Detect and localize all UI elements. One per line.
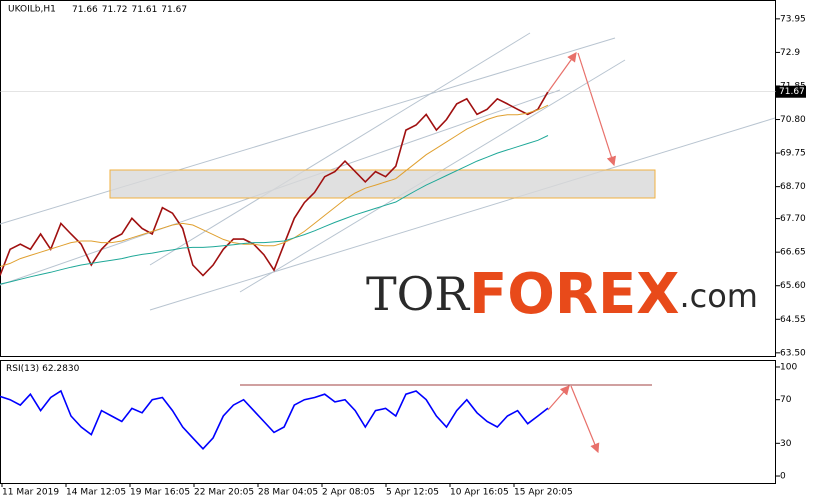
x-tick-label: 15 Apr 20:05 <box>514 488 573 498</box>
y-tick-label: 63.50 <box>780 348 806 358</box>
ohlc-value: 71.66 <box>72 5 98 15</box>
y-tick-label: 72.9 <box>780 48 800 58</box>
watermark-part: .com <box>679 277 758 315</box>
x-tick-label: 2 Apr 08:05 <box>322 488 375 498</box>
watermark: TORFOREX.com <box>366 262 758 327</box>
ohlc-value: 71.72 <box>102 5 128 15</box>
ohlc: 71.66 71.72 71.61 71.67 <box>72 5 187 15</box>
x-tick-label: 19 Mar 16:05 <box>130 488 190 498</box>
y-tick-label: 30 <box>780 439 792 449</box>
x-tick-label: 11 Mar 2019 <box>2 488 59 498</box>
y-tick-label: 68.70 <box>780 182 806 192</box>
series-line <box>0 389 549 450</box>
x-tick-label: 28 Mar 04:05 <box>258 488 318 498</box>
x-tick-label: 5 Apr 12:05 <box>386 488 439 498</box>
symbol: UKOILb,H1 <box>8 5 56 15</box>
watermark-part: FOREX <box>469 262 679 327</box>
ohlc-value: 71.61 <box>132 5 158 15</box>
drawings <box>0 32 776 454</box>
price-panel <box>0 0 776 357</box>
y-tick-label: 66.65 <box>780 248 806 258</box>
rsi-name: RSI(13) <box>6 364 39 374</box>
y-tick-label: 73.95 <box>780 14 806 24</box>
series-line <box>0 104 549 268</box>
series-line <box>0 91 549 277</box>
ohlc-value: 71.67 <box>161 5 187 15</box>
y-tick-label: 69.75 <box>780 149 806 159</box>
series-line <box>0 135 549 285</box>
x-tick-label: 22 Mar 20:05 <box>194 488 254 498</box>
price-box <box>776 85 806 98</box>
y-tick-label: 67.70 <box>780 214 806 224</box>
y-tick-label: 64.55 <box>780 315 806 325</box>
price-label: 71.67 <box>779 87 805 97</box>
rsi-panel <box>0 360 776 484</box>
y-tick-label: 100 <box>780 362 797 372</box>
y-tick-label: 65.60 <box>780 281 806 291</box>
y-tick-label: 70.80 <box>780 115 806 125</box>
x-tick-label: 10 Apr 16:05 <box>450 488 509 498</box>
watermark-part: TOR <box>366 267 470 321</box>
x-tick-label: 14 Mar 12:05 <box>66 488 126 498</box>
rsi-value: 62.2830 <box>42 364 79 374</box>
y-tick-label: 0 <box>780 472 786 482</box>
y-tick-label: 70 <box>780 395 792 405</box>
rsi-header: RSI(13) 62.2830 <box>6 364 80 374</box>
